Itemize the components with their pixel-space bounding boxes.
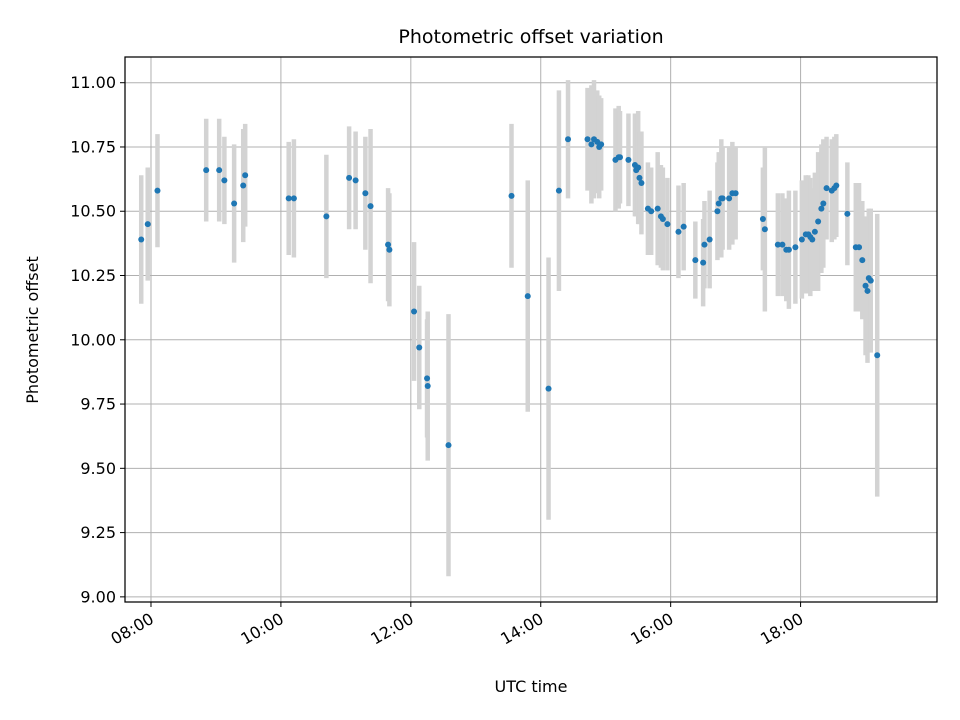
data-point	[636, 174, 643, 181]
data-point	[231, 200, 238, 207]
data-point	[221, 177, 228, 184]
data-point	[616, 154, 623, 161]
data-point	[216, 167, 223, 174]
data-point	[774, 241, 781, 248]
y-tick-label: 10.75	[70, 137, 116, 156]
data-point	[701, 241, 708, 248]
data-point	[785, 246, 792, 253]
data-point	[242, 172, 249, 179]
data-point	[625, 156, 632, 163]
data-point	[833, 182, 840, 189]
data-point	[659, 215, 666, 222]
data-point	[862, 282, 869, 289]
data-point	[792, 244, 799, 251]
data-point	[779, 241, 786, 248]
data-point	[675, 228, 682, 235]
data-point	[635, 164, 642, 171]
data-point	[867, 277, 874, 284]
data-point	[823, 185, 830, 192]
data-point	[638, 179, 645, 186]
data-point	[154, 187, 161, 194]
data-point	[680, 223, 687, 230]
data-point	[648, 208, 655, 215]
data-point	[815, 218, 822, 225]
data-point	[367, 203, 374, 210]
y-tick-label: 10.25	[70, 266, 116, 285]
data-point	[664, 221, 671, 228]
data-point	[565, 136, 572, 143]
data-point	[323, 213, 330, 220]
data-point	[352, 177, 359, 184]
data-point	[240, 182, 247, 189]
data-point	[706, 236, 713, 243]
plot-frame	[124, 56, 938, 603]
data-point	[203, 167, 210, 174]
data-point	[798, 236, 805, 243]
data-point	[844, 210, 851, 217]
y-tick-label: 9.25	[80, 523, 116, 542]
data-point	[692, 257, 699, 264]
data-point	[524, 293, 531, 300]
y-tick-label: 11.00	[70, 73, 116, 92]
data-point	[555, 187, 562, 194]
data-point	[732, 190, 739, 197]
data-point	[809, 236, 816, 243]
x-axis-label: UTC time	[495, 677, 568, 696]
data-point	[864, 287, 871, 294]
data-point	[820, 200, 827, 207]
data-point	[584, 136, 591, 143]
data-point	[719, 195, 726, 202]
data-point	[761, 226, 768, 233]
data-point	[290, 195, 297, 202]
data-point	[588, 141, 595, 148]
data-point	[445, 442, 452, 449]
y-tick-label: 10.50	[70, 202, 116, 221]
data-points	[138, 136, 881, 449]
data-point	[811, 228, 818, 235]
chart-title: Photometric offset variation	[398, 26, 663, 48]
data-point	[346, 174, 353, 181]
y-tick-label: 10.00	[70, 330, 116, 349]
data-point	[424, 383, 431, 390]
y-axis: 9.00 9.25 9.50 9.75 10.00 10.25 10.50 10.75 11.0…	[70, 73, 125, 606]
data-point	[362, 190, 369, 197]
data-point	[138, 236, 145, 243]
data-point	[726, 195, 733, 202]
y-tick-label: 9.00	[80, 587, 116, 606]
data-point	[654, 205, 661, 212]
data-point	[818, 205, 825, 212]
data-point	[385, 241, 392, 248]
y-tick-label: 9.50	[80, 459, 116, 478]
data-point	[386, 246, 393, 253]
grid	[125, 57, 937, 602]
y-axis-label: Photometric offset	[23, 256, 42, 404]
data-point	[598, 141, 605, 148]
data-point	[856, 244, 863, 251]
data-point	[144, 221, 151, 228]
data-point	[416, 344, 423, 351]
data-point	[545, 385, 552, 392]
data-point	[508, 192, 515, 199]
y-tick-label: 9.75	[80, 395, 116, 414]
data-point	[411, 308, 418, 315]
data-point	[714, 208, 721, 215]
data-point	[874, 352, 881, 359]
data-point	[285, 195, 292, 202]
data-point	[759, 215, 766, 222]
data-point	[715, 200, 722, 207]
data-point	[859, 257, 866, 264]
data-point	[424, 375, 431, 382]
data-point	[700, 259, 707, 266]
